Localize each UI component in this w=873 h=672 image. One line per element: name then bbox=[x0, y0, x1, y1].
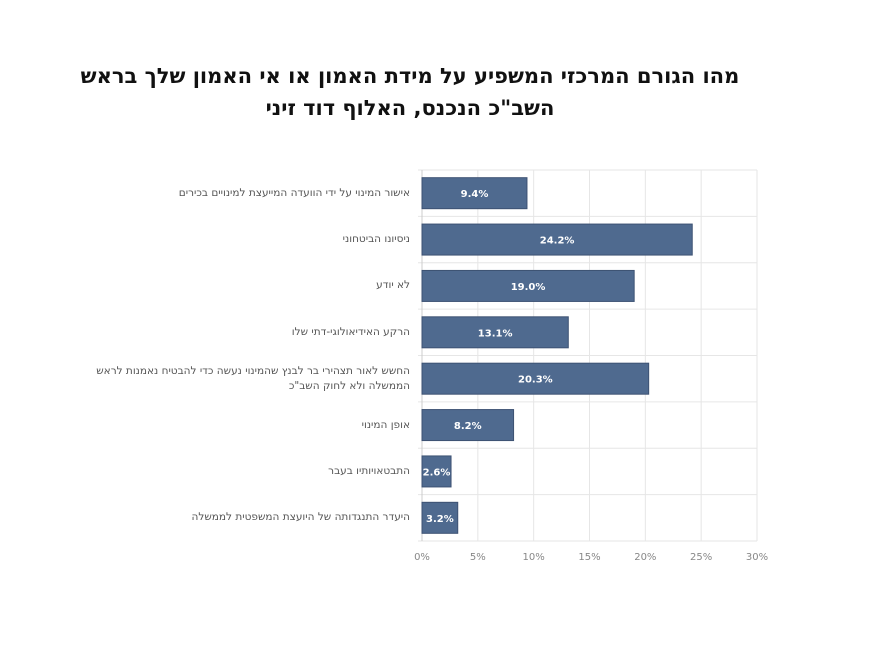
bar-value-label: 19.0% bbox=[511, 282, 546, 293]
category-label: אופן המינוי bbox=[361, 418, 410, 431]
bar bbox=[421, 177, 528, 210]
x-tick-label: 20% bbox=[634, 552, 656, 563]
x-tick-label: 15% bbox=[578, 552, 600, 563]
x-tick-label: 10% bbox=[523, 552, 545, 563]
chart-title-line-2: השב"כ הנכנס, האלוף דוד זיני bbox=[265, 96, 555, 120]
bar-value-label: 2.6% bbox=[423, 467, 451, 478]
category-label: התבטאויותיו בעבר bbox=[328, 464, 410, 477]
bar bbox=[421, 269, 635, 302]
bar bbox=[421, 455, 452, 488]
bar bbox=[421, 501, 459, 534]
bar-value-label: 9.4% bbox=[461, 189, 489, 200]
category-label: אישור המינוי על ידי הוועדה המייעצת למינו… bbox=[178, 186, 410, 199]
x-tick-label: 30% bbox=[746, 552, 768, 563]
x-tick-label: 0% bbox=[414, 552, 430, 563]
bar-value-label: 20.3% bbox=[518, 375, 553, 386]
category-label: לא יודע bbox=[376, 279, 410, 292]
x-tick-label: 5% bbox=[470, 552, 486, 563]
bar-value-label: 3.2% bbox=[426, 514, 454, 525]
category-label: ניסיונו הביטחוני bbox=[342, 233, 410, 246]
bar-value-label: 8.2% bbox=[454, 421, 482, 432]
bar-value-label: 24.2% bbox=[540, 236, 575, 247]
bar bbox=[421, 409, 515, 442]
chart-title-line-1: מהו הגורם המרכזי המשפיע על מידת האמון או… bbox=[80, 64, 740, 88]
bar bbox=[421, 223, 693, 256]
category-label: החשש לאור תצהירי בר לבנץ שהמינוי נעשה כד… bbox=[96, 364, 410, 392]
bar-value-label: 13.1% bbox=[478, 328, 513, 339]
category-label: היעדר התנגדותה של היועצת המשפטית לממשלה bbox=[191, 511, 411, 524]
x-tick-label: 25% bbox=[690, 552, 712, 563]
bar bbox=[421, 362, 650, 395]
bar bbox=[421, 316, 569, 349]
category-label: הרקע האידיאולוגי-דתי שלו bbox=[291, 325, 410, 338]
